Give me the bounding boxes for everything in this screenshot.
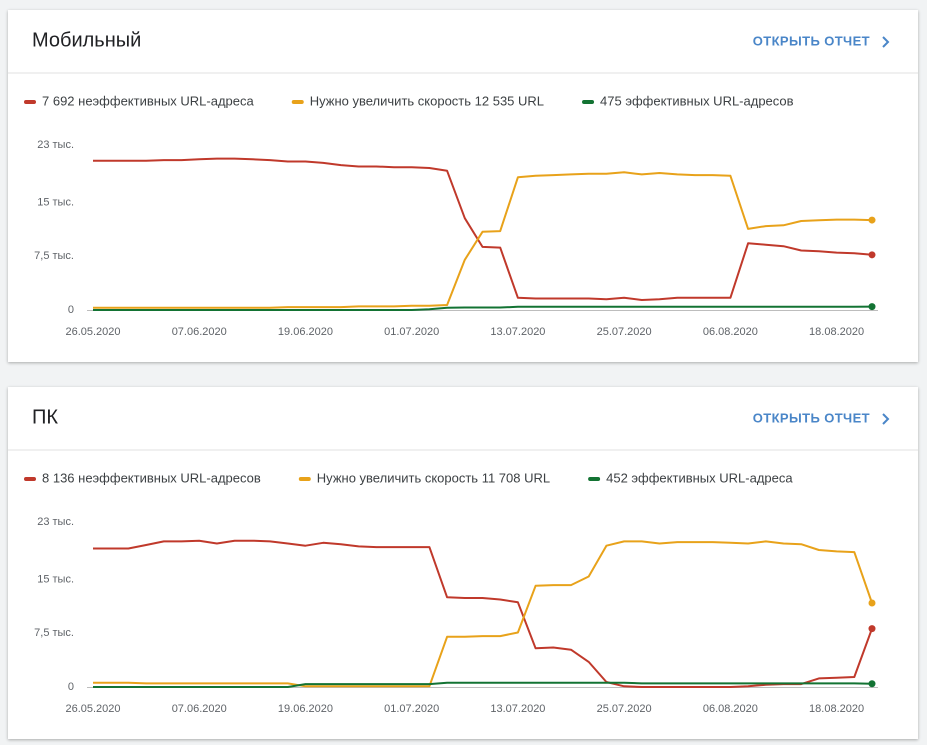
open-report-link[interactable]: ОТКРЫТЬ ОТЧЕТ — [753, 410, 870, 425]
series-line — [93, 540, 873, 688]
x-tick-label: 26.05.2020 — [65, 703, 120, 715]
end-point — [868, 599, 876, 607]
card-title: ПК — [32, 406, 58, 428]
x-tick-label: 26.05.2020 — [65, 326, 120, 338]
x-tick-label: 25.07.2020 — [597, 326, 652, 338]
x-tick-label: 01.07.2020 — [384, 326, 439, 338]
series-line — [93, 157, 873, 301]
x-tick-label: 13.07.2020 — [490, 703, 545, 715]
chevron-icon[interactable] — [882, 36, 890, 48]
x-tick-label: 07.06.2020 — [172, 326, 227, 338]
x-tick-label: 13.07.2020 — [490, 326, 545, 338]
end-point — [868, 625, 876, 633]
card-title: Мобильный — [32, 29, 141, 51]
legend-label: 475 эффективных URL-адресов — [600, 93, 794, 108]
end-point — [868, 303, 876, 311]
series-line — [93, 539, 873, 688]
chevron-icon[interactable] — [882, 413, 890, 425]
legend-label: Нужно увеличить скорость 11 708 URL — [317, 470, 550, 485]
end-point — [868, 216, 876, 224]
y-tick-label: 7,5 тыс. — [34, 627, 74, 639]
end-point — [868, 251, 876, 259]
y-tick-label: 23 тыс. — [37, 139, 74, 151]
end-point — [868, 680, 876, 688]
chart: ПК ОТКРЫТЬ ОТЧЕТ 8 136 неэффективных URL-а… — [8, 406, 918, 715]
legend-label: 8 136 неэффективных URL-адресов — [42, 470, 261, 485]
x-tick-label: 19.06.2020 — [278, 326, 333, 338]
y-tick-label: 7,5 тыс. — [34, 250, 74, 262]
y-tick-label: 15 тыс. — [37, 196, 74, 208]
chart: Мобильный ОТКРЫТЬ ОТЧЕТ 7 692 неэффективны… — [8, 29, 918, 338]
legend-label: 7 692 неэффективных URL-адреса — [42, 93, 255, 108]
y-tick-label: 0 — [68, 304, 74, 316]
series-line — [93, 305, 873, 311]
x-tick-label: 25.07.2020 — [597, 703, 652, 715]
y-tick-label: 23 тыс. — [37, 516, 74, 528]
series-line — [93, 171, 873, 309]
x-tick-label: 18.08.2020 — [809, 326, 864, 338]
x-tick-label: 18.08.2020 — [809, 703, 864, 715]
card: Мобильный ОТКРЫТЬ ОТЧЕТ 7 692 неэффективны… — [8, 10, 918, 362]
x-tick-label: 06.08.2020 — [703, 703, 758, 715]
card: ПК ОТКРЫТЬ ОТЧЕТ 8 136 неэффективных URL-а… — [8, 387, 918, 739]
x-tick-label: 06.08.2020 — [703, 326, 758, 338]
legend-label: 452 эффективных URL-адреса — [606, 470, 793, 485]
y-tick-label: 0 — [68, 681, 74, 693]
series-line — [93, 681, 873, 688]
y-tick-label: 15 тыс. — [37, 573, 74, 585]
legend-label: Нужно увеличить скорость 12 535 URL — [310, 93, 544, 108]
open-report-link[interactable]: ОТКРЫТЬ ОТЧЕТ — [753, 33, 870, 48]
x-tick-label: 01.07.2020 — [384, 703, 439, 715]
x-tick-label: 07.06.2020 — [172, 703, 227, 715]
x-tick-label: 19.06.2020 — [278, 703, 333, 715]
